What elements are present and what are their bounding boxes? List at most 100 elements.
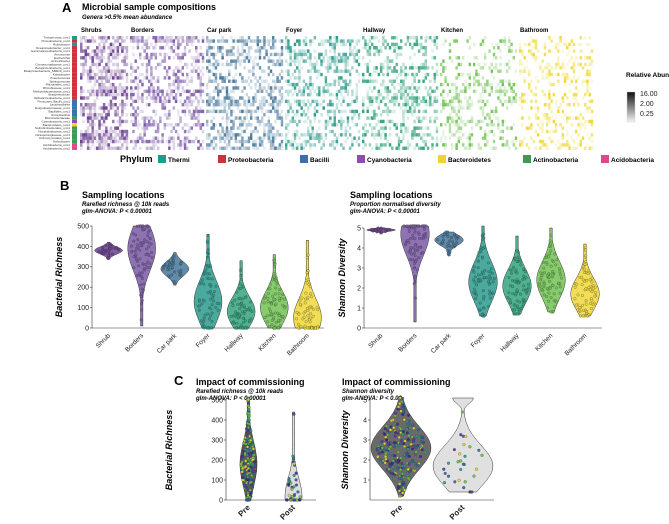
heatmap-cell	[254, 99, 257, 104]
heatmap-cell	[417, 79, 421, 83]
heatmap-cell	[230, 113, 233, 117]
heatmap-cell	[501, 79, 504, 83]
heatmap-cell	[96, 72, 99, 77]
heatmap-cell	[274, 62, 277, 67]
heatmap-cell	[440, 139, 443, 144]
heatmap-cell	[512, 99, 515, 104]
phylum-strip	[72, 76, 77, 80]
heatmap-cell	[230, 119, 233, 124]
heatmap-cell	[225, 89, 229, 93]
heatmap-cell	[382, 82, 385, 87]
heatmap-cell	[335, 79, 339, 83]
heatmap-cell	[172, 126, 176, 130]
heatmap-cell	[364, 129, 367, 134]
heatmap-cell	[156, 86, 160, 90]
heatmap-column-title: Shrubs	[81, 28, 102, 34]
data-point	[239, 274, 243, 278]
heatmap-cell	[93, 89, 97, 93]
heatmap-cell	[89, 103, 92, 107]
heatmap-cell	[406, 139, 410, 144]
data-point	[476, 254, 480, 258]
heatmap-cell	[252, 139, 255, 144]
heatmap-cell	[84, 46, 88, 50]
heatmap-cell	[263, 133, 266, 137]
heatmap-cell	[519, 42, 522, 47]
heatmap-cell	[243, 119, 246, 124]
heatmap-cell	[221, 103, 224, 107]
data-point	[274, 279, 278, 283]
heatmap-cell	[280, 133, 284, 137]
heatmap-cell	[457, 56, 460, 60]
heatmap-cell	[159, 116, 162, 120]
phylum-strip	[72, 36, 77, 40]
genus-label: Arthrobacter	[53, 140, 70, 144]
data-point	[244, 427, 249, 431]
data-point	[514, 268, 518, 272]
heatmap-cell	[424, 36, 428, 40]
heatmap-cell	[545, 123, 549, 127]
heatmap-cell	[302, 119, 306, 124]
heatmap-cell	[105, 72, 108, 77]
heatmap-cell	[154, 143, 158, 147]
heatmap-cell	[138, 56, 142, 60]
heatmap-cell	[186, 136, 189, 140]
heatmap-cell	[130, 62, 133, 67]
heatmap-cell	[559, 123, 562, 127]
heatmap-cell	[357, 62, 361, 67]
data-point	[584, 254, 588, 258]
heatmap-cell	[348, 82, 352, 87]
heatmap-cell	[333, 123, 336, 127]
heatmap-cell	[206, 123, 209, 127]
heatmap-cell	[152, 139, 155, 144]
data-point	[472, 474, 476, 478]
heatmap-cell	[481, 89, 485, 93]
data-point	[552, 260, 555, 264]
heatmap-cell	[322, 89, 325, 93]
heatmap-cell	[174, 123, 178, 127]
y-tick-label: 2	[363, 457, 367, 464]
heatmap-cell	[311, 66, 314, 70]
heatmap-cell	[318, 72, 321, 77]
heatmap-cell	[109, 106, 113, 110]
violin-hallway	[502, 235, 532, 315]
data-point	[198, 298, 201, 302]
heatmap-cell	[455, 89, 458, 93]
data-point	[287, 477, 291, 481]
heatmap-cell	[293, 42, 297, 47]
heatmap-cell	[100, 49, 104, 53]
heatmap-cell	[495, 89, 498, 93]
heatmap-cell	[134, 86, 137, 90]
heatmap-cell	[223, 99, 226, 104]
heatmap-cell	[481, 66, 485, 70]
phylum-strip	[72, 146, 77, 150]
heatmap-column-title: Kitchen	[441, 28, 463, 34]
heatmap-cell	[228, 72, 231, 77]
heatmap-cell	[446, 82, 449, 87]
heatmap-cell	[80, 72, 83, 77]
heatmap-cell	[114, 56, 117, 60]
heatmap-cell	[484, 129, 487, 134]
data-point	[290, 487, 294, 491]
heatmap-cell	[165, 113, 169, 117]
heatmap-cell	[152, 99, 155, 104]
heatmap-cell	[344, 56, 347, 60]
data-point	[136, 259, 139, 263]
y-tick-label: 4	[363, 417, 367, 424]
data-point	[292, 473, 296, 477]
heatmap-cell	[499, 86, 502, 90]
heatmap-cell	[552, 82, 556, 87]
data-point	[517, 307, 521, 311]
heatmap-cell	[179, 36, 182, 40]
heatmap-cell	[121, 59, 124, 63]
phylum-strip	[72, 79, 77, 83]
heatmap-cell	[223, 39, 226, 43]
heatmap-cell	[287, 129, 290, 134]
heatmap-cell	[377, 146, 381, 150]
heatmap-cell	[134, 69, 137, 73]
heatmap-cell	[154, 39, 158, 43]
heatmap-cell	[293, 89, 297, 93]
heatmap-cell	[109, 133, 113, 137]
y-tick-label: 0	[85, 325, 89, 332]
data-point	[587, 269, 591, 272]
